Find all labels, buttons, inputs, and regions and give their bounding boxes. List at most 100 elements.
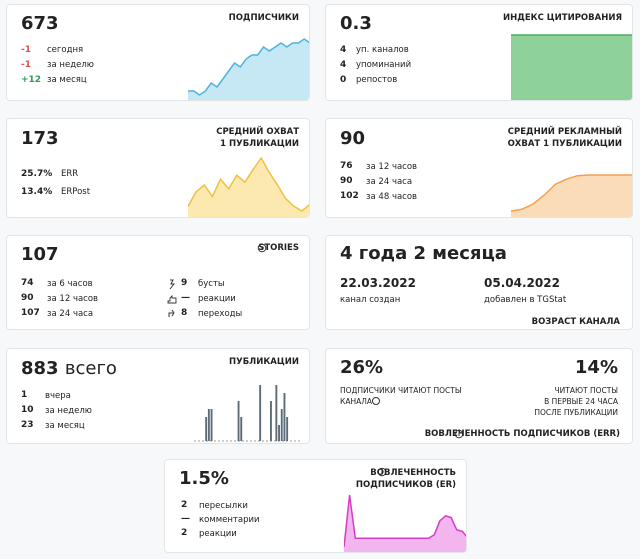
stat-label: за неделю: [47, 60, 94, 70]
bar: [275, 385, 278, 441]
title: STORIES: [258, 243, 299, 253]
line: [188, 38, 309, 96]
stat-label: за 12 часов: [47, 294, 99, 304]
value: 90: [340, 128, 366, 149]
title: ПОСЛЕ ПУБЛИКАЦИИ: [534, 408, 618, 417]
stat: —: [181, 514, 190, 524]
stat-label: уп. каналов: [356, 45, 409, 55]
stat-label: реакции: [198, 294, 236, 304]
area: [188, 39, 309, 100]
title: КАНАЛА: [340, 397, 372, 406]
value: 883: [21, 358, 59, 379]
stat: 4: [340, 45, 347, 55]
stat-label: за 48 часов: [366, 192, 418, 202]
title: ИНДЕКС ЦИТИРОВАНИЯ: [503, 13, 622, 23]
stat: 0: [340, 75, 347, 85]
stat: 10: [21, 405, 34, 415]
sparkline: [344, 494, 466, 552]
title: ПОДПИСЧИКОВ (ER): [355, 480, 456, 490]
line: [188, 156, 309, 212]
bar: [270, 401, 272, 441]
stat: 13.4%: [21, 187, 53, 197]
sparkline: [188, 156, 309, 217]
card: 107 STORIES 74 за 6 часов 90 за 12 часов…: [6, 235, 310, 330]
stat-label: упоминаний: [356, 60, 412, 70]
stat: 1: [21, 390, 28, 400]
date-label: канал создан: [340, 295, 401, 305]
title: ПУБЛИКАЦИИ: [229, 357, 299, 367]
value: 107: [21, 244, 59, 265]
bar: [210, 409, 213, 441]
stat-label: переходы: [198, 309, 243, 319]
sparkline: [511, 34, 632, 100]
stat-label: за 24 часа: [366, 177, 413, 187]
value: 173: [21, 128, 59, 149]
title: 1 ПУБЛИКАЦИИ: [220, 139, 299, 149]
title: ПОДПИСЧИКИ: [228, 13, 299, 23]
card: 0.3 ИНДЕКС ЦИТИРОВАНИЯ 4 уп. каналов 4 у…: [325, 4, 633, 101]
footer: ВОЗРАСТ КАНАЛА: [531, 317, 620, 327]
stat: -1: [21, 45, 31, 55]
stat: 107: [21, 308, 40, 318]
stat: 74: [21, 278, 34, 288]
bar: [280, 409, 283, 441]
value: 883 всего: [21, 358, 117, 379]
bar: [207, 409, 210, 441]
date: 05.04.2022: [484, 276, 560, 290]
area: [511, 175, 632, 217]
stat-label: вчера: [45, 391, 71, 401]
stat-label: пересылки: [199, 501, 248, 511]
bar: [283, 393, 286, 441]
stat-label: ERPost: [61, 187, 91, 197]
stat-label: комментарии: [199, 515, 260, 525]
area: [188, 158, 309, 217]
bar: [286, 417, 289, 441]
value: 4 года 2 месяца: [340, 243, 507, 264]
bar: [259, 385, 262, 441]
stat: 90: [21, 293, 34, 303]
title: ЧИТАЮТ ПОСТЫ: [554, 386, 618, 395]
line: [511, 174, 632, 212]
icons: [167, 279, 177, 317]
title: ПОДПИСЧИКИ ЧИТАЮТ ПОСТЫ: [340, 386, 462, 395]
bar: [278, 425, 280, 441]
stat-label: за неделю: [45, 406, 92, 416]
footer: ВОВЛЕЧЕННОСТЬ ПОДПИСЧИКОВ (ERR): [424, 429, 620, 439]
stat-label: за месяц: [47, 75, 87, 85]
stat-label: ERR: [61, 169, 79, 179]
card: 883 всего ПУБЛИКАЦИИ 1 вчера 10 за недел…: [6, 348, 310, 444]
sparkline: [511, 174, 632, 217]
card: 1.5% ВОВЛЕЧЕННОСТЬ ПОДПИСЧИКОВ (ER) 2 пе…: [164, 459, 467, 553]
date-label: добавлен в TGStat: [484, 295, 567, 305]
info-icon: [377, 467, 387, 477]
stat-label: за 6 часов: [47, 279, 93, 289]
stat: —: [181, 293, 190, 303]
stat: 2: [181, 528, 188, 538]
info-icon: [454, 429, 464, 439]
stat-label: сегодня: [47, 45, 84, 55]
date: 22.03.2022: [340, 276, 416, 290]
area: [511, 35, 632, 100]
suffix: всего: [64, 358, 117, 379]
stat: 102: [340, 191, 359, 201]
stat: 8: [181, 308, 188, 318]
value: 26%: [340, 357, 384, 378]
stat: 23: [21, 420, 34, 430]
bar: [240, 417, 243, 441]
card: 90 СРЕДНИЙ РЕКЛАМНЫЙ ОХВАТ 1 ПУБЛИКАЦИИ …: [325, 118, 633, 218]
card: 26% ПОДПИСЧИКИ ЧИТАЮТ ПОСТЫ КАНАЛА 14% Ч…: [325, 348, 633, 444]
stat-label: за 24 часа: [47, 309, 94, 319]
stat: 4: [340, 60, 347, 70]
stat: 90: [340, 176, 353, 186]
bar: [237, 401, 240, 441]
card: 173 СРЕДНИЙ ОХВАТ 1 ПУБЛИКАЦИИ 25.7% ERR…: [6, 118, 310, 218]
value: 1.5%: [179, 468, 229, 489]
card: 4 года 2 месяца 22.03.2022 канал создан …: [325, 235, 633, 330]
stat-label: бусты: [198, 279, 225, 289]
stat-label: репостов: [356, 75, 398, 85]
title: ОХВАТ 1 ПУБЛИКАЦИИ: [507, 139, 622, 149]
area: [344, 495, 466, 552]
title: СРЕДНИЙ ОХВАТ: [216, 127, 299, 137]
title: В ПЕРВЫЕ 24 ЧАСА: [544, 397, 618, 406]
